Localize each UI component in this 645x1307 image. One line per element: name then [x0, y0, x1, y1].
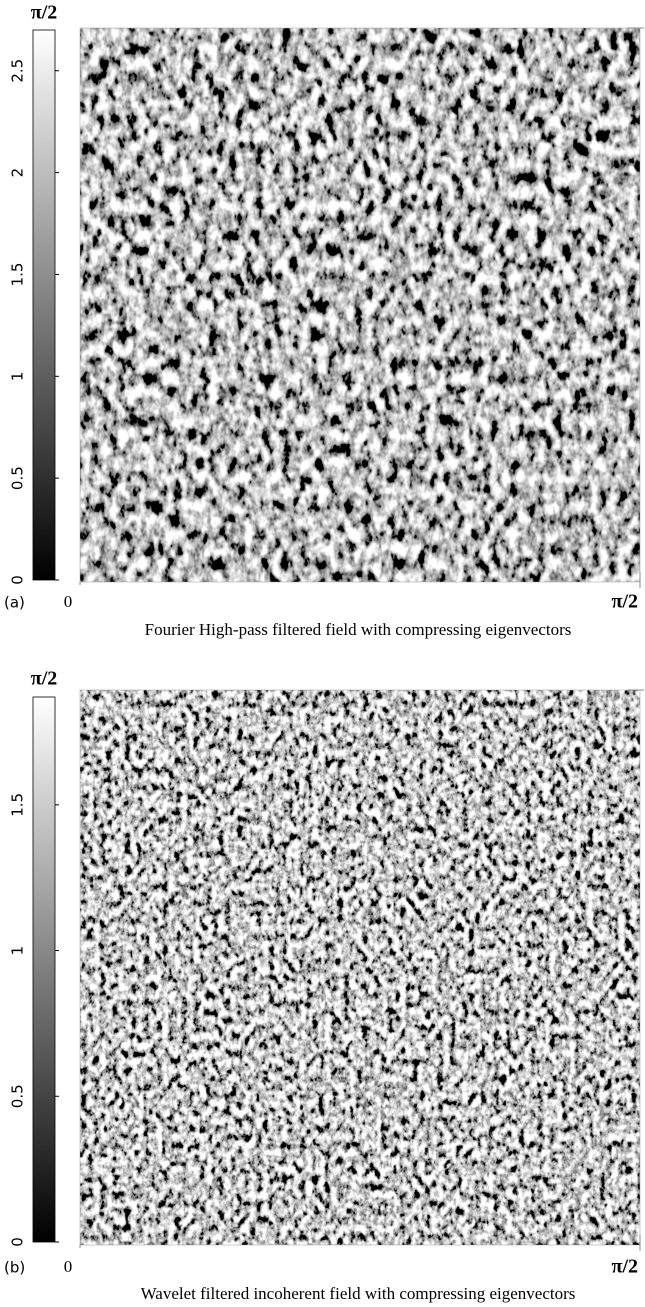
colorbar-tick-label: 1.5: [9, 263, 27, 287]
x-tick-label: π/2: [611, 1256, 638, 1278]
colorbar-tick-label: 0.5: [9, 466, 27, 490]
colorbar: [32, 29, 56, 581]
panel-label: (b): [4, 1259, 25, 1277]
colorbar-tick-label: 0: [9, 575, 27, 585]
caption: Wavelet filtered incoherent field with c…: [141, 1284, 576, 1303]
image-frame: [79, 689, 641, 1246]
x-tick-label: 0: [64, 1257, 73, 1276]
colorbar-tick-label: 0: [9, 1237, 27, 1247]
colorbar-tick-label: 2: [9, 168, 27, 178]
x-tick-label: π/2: [611, 591, 638, 613]
colorbar-tick-label: 0.5: [9, 1084, 27, 1108]
colorbar-tick-label: 1: [9, 946, 27, 956]
colorbar-tick-label: 1.5: [9, 793, 27, 817]
caption: Fourier High-pass filtered field with co…: [145, 620, 572, 639]
colorbar-top-label: π/2: [31, 668, 58, 690]
colorbar-tick-label: 1: [9, 372, 27, 382]
panel-label: (a): [4, 594, 25, 612]
colorbar-top-label: π/2: [31, 2, 58, 24]
colorbar: [32, 696, 56, 1243]
field-image: [80, 28, 640, 582]
image-frame: [79, 27, 641, 583]
colorbar-tick-label: 2.5: [9, 59, 27, 83]
x-tick-label: 0: [64, 592, 73, 611]
field-image: [80, 690, 640, 1245]
